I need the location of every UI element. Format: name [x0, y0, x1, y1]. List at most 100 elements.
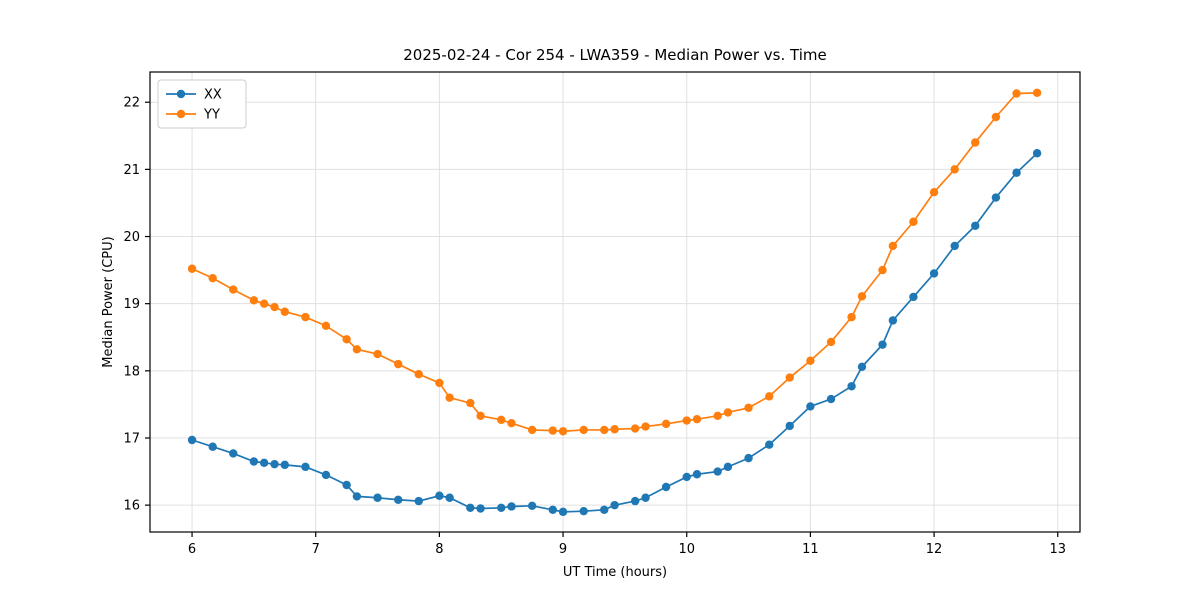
series-marker-yy [692, 414, 702, 424]
series-marker-xx [414, 496, 423, 506]
series-marker-xx [600, 505, 609, 515]
x-tick-label: 6 [188, 542, 196, 557]
series-marker-xx [435, 491, 444, 500]
series-marker-xx [929, 269, 939, 278]
series-marker-xx [466, 503, 475, 513]
series-marker-xx [301, 462, 310, 472]
series-marker-xx [476, 504, 485, 513]
series-marker-xx [259, 458, 269, 468]
y-tick-label: 20 [123, 230, 140, 245]
x-tick-label: 9 [559, 542, 567, 557]
series-marker-yy [476, 411, 485, 421]
series-marker-yy [229, 285, 238, 294]
series-marker-yy [641, 422, 650, 431]
series-marker-yy [342, 335, 351, 344]
axes-frame [149, 71, 1081, 533]
legend-box [157, 79, 247, 129]
series-marker-yy [806, 356, 815, 365]
series-marker-yy [558, 427, 568, 436]
series-marker-xx [785, 421, 794, 431]
series-marker-xx [888, 316, 898, 325]
series-marker-yy [579, 425, 588, 435]
series-marker-yy [280, 307, 289, 316]
series-marker-yy [826, 337, 836, 347]
x-tick-label: 7 [312, 542, 320, 557]
series-marker-xx [507, 502, 516, 511]
series-marker-xx [270, 459, 279, 469]
series-marker-xx [249, 457, 259, 466]
series-marker-xx [857, 362, 867, 371]
series-marker-xx [971, 221, 980, 230]
series-marker-xx [661, 482, 671, 492]
series-marker-yy [394, 359, 403, 369]
series-marker-yy [414, 369, 423, 379]
series-marker-xx [692, 470, 702, 479]
series-marker-xx [682, 472, 691, 482]
series-marker-xx [950, 241, 959, 251]
series-marker-xx [765, 440, 774, 449]
series-marker-xx [497, 503, 506, 513]
series-marker-yy [352, 345, 362, 354]
series-marker-yy [259, 299, 269, 308]
series-marker-yy [527, 425, 537, 435]
series-marker-yy [249, 296, 259, 305]
x-tick-label: 12 [926, 542, 943, 557]
series-marker-xx [1032, 149, 1042, 158]
series-marker-xx [713, 467, 722, 476]
series-marker-yy [630, 424, 640, 433]
series-marker-yy [682, 416, 691, 425]
series-marker-xx [723, 462, 733, 472]
series-marker-xx [641, 493, 650, 502]
series-marker-yy [713, 411, 722, 421]
series-marker-yy [765, 392, 774, 401]
series-marker-xx [806, 402, 815, 411]
x-tick-label: 13 [1049, 542, 1066, 557]
y-tick-label: 17 [123, 431, 140, 446]
series-marker-yy [950, 165, 959, 174]
series-marker-xx [445, 493, 454, 502]
series-marker-yy [507, 419, 516, 428]
series-marker-yy [208, 273, 217, 283]
x-axis-label: UT Time (hours) [563, 565, 667, 580]
series-marker-yy [744, 403, 753, 412]
x-tick-label: 11 [802, 542, 819, 557]
x-tick-label: 10 [678, 542, 695, 557]
series-marker-yy [445, 393, 454, 402]
series-marker-yy [857, 292, 867, 301]
series-marker-xx [527, 501, 537, 511]
series-marker-yy [321, 321, 331, 331]
series-marker-xx [579, 506, 588, 516]
series-marker-yy [888, 241, 898, 251]
series-marker-xx [187, 435, 197, 445]
series-marker-xx [208, 442, 217, 451]
x-tick-label: 8 [435, 542, 443, 557]
series-marker-yy [610, 425, 619, 434]
series-marker-xx [909, 292, 918, 302]
series-marker-yy [301, 312, 310, 322]
series-marker-xx [373, 493, 382, 502]
y-tick-label: 22 [123, 96, 140, 111]
legend-marker-yy [176, 109, 186, 119]
series-marker-xx [548, 505, 557, 515]
y-tick-label: 21 [123, 163, 140, 178]
series-marker-yy [1012, 89, 1021, 98]
series-marker-xx [847, 382, 856, 391]
series-marker-xx [826, 394, 836, 404]
series-marker-xx [991, 193, 1001, 202]
series-marker-xx [610, 500, 619, 510]
y-tick-label: 16 [123, 499, 140, 514]
series-marker-yy [1032, 88, 1042, 98]
y-tick-label: 18 [123, 364, 140, 379]
series-marker-yy [187, 264, 197, 273]
series-marker-xx [744, 453, 753, 463]
chart-title: 2025-02-24 - Cor 254 - LWA359 - Median P… [403, 46, 827, 64]
series-marker-xx [558, 507, 568, 517]
series-marker-xx [352, 492, 362, 501]
series-marker-yy [373, 349, 382, 359]
series-marker-yy [929, 188, 939, 197]
legend-label-yy: YY [203, 108, 220, 123]
plot-background [150, 72, 1080, 532]
series-marker-xx [229, 449, 238, 458]
